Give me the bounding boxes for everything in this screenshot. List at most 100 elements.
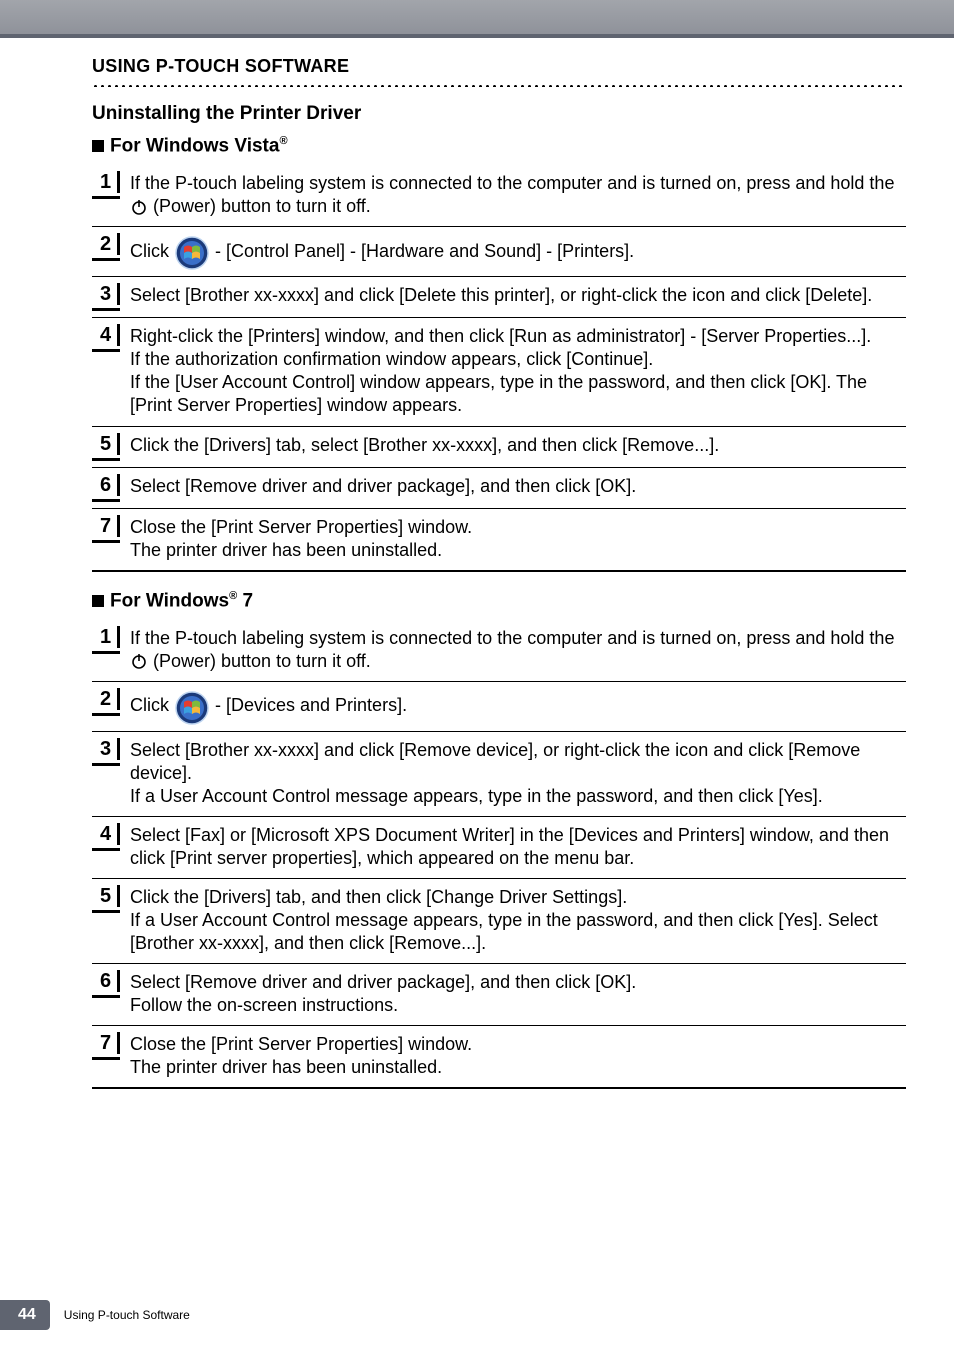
section-header: USING P-TOUCH SOFTWARE bbox=[92, 56, 906, 77]
step-number-label: 5 bbox=[100, 433, 111, 456]
step-number: 5 bbox=[92, 433, 130, 459]
vista-step-6: 6 Select [Remove driver and driver packa… bbox=[92, 468, 906, 509]
page-title: Uninstalling the Printer Driver bbox=[92, 103, 906, 125]
step-number-label: 4 bbox=[100, 823, 111, 846]
step-number: 1 bbox=[92, 171, 130, 197]
step-body: Click the [Drivers] tab, and then click … bbox=[130, 885, 906, 955]
header-band bbox=[0, 0, 954, 38]
step-number: 6 bbox=[92, 970, 130, 996]
step-number-label: 2 bbox=[100, 688, 111, 711]
step-text-prefix: Click bbox=[130, 240, 169, 263]
step-body: Click - [Control Panel] - [Hardware and … bbox=[130, 233, 906, 268]
step-body: Click the [Drivers] tab, select [Brother… bbox=[130, 433, 906, 457]
step-text: Select [Fax] or [Microsoft XPS Document … bbox=[130, 824, 906, 870]
win7-step-6: 6 Select [Remove driver and driver packa… bbox=[92, 964, 906, 1026]
step-text: Select [Brother xx-xxxx] and click [Dele… bbox=[130, 284, 906, 307]
step-number-label: 7 bbox=[100, 515, 111, 538]
bullet-square-icon bbox=[92, 140, 104, 152]
vista-step-4: 4 Right-click the [Printers] window, and… bbox=[92, 318, 906, 426]
step-body: Select [Fax] or [Microsoft XPS Document … bbox=[130, 823, 906, 870]
win7-step-4: 4 Select [Fax] or [Microsoft XPS Documen… bbox=[92, 817, 906, 879]
win7-heading-suffix: 7 bbox=[237, 590, 253, 611]
step-text: Select [Remove driver and driver package… bbox=[130, 971, 906, 1017]
step-text-a: If the P-touch labeling system is connec… bbox=[130, 173, 894, 193]
vista-step-3: 3 Select [Brother xx-xxxx] and click [De… bbox=[92, 277, 906, 318]
windows-start-icon bbox=[175, 236, 209, 270]
step-number-label: 3 bbox=[100, 738, 111, 761]
step-text: Close the [Print Server Properties] wind… bbox=[130, 1033, 906, 1079]
windows-start-icon bbox=[175, 691, 209, 725]
step-body: Select [Brother xx-xxxx] and click [Remo… bbox=[130, 738, 906, 808]
vista-step-1: 1 If the P-touch labeling system is conn… bbox=[92, 165, 906, 227]
step-body: If the P-touch labeling system is connec… bbox=[130, 626, 906, 673]
power-icon bbox=[130, 652, 148, 670]
step-text: Click the [Drivers] tab, select [Brother… bbox=[130, 434, 906, 457]
step-body: Close the [Print Server Properties] wind… bbox=[130, 1032, 906, 1079]
win7-step-7: 7 Close the [Print Server Properties] wi… bbox=[92, 1026, 906, 1089]
win7-step-1: 1 If the P-touch labeling system is conn… bbox=[92, 620, 906, 682]
dotted-rule bbox=[92, 83, 906, 87]
win7-section: For Windows® 7 1 If the P-touch labeling… bbox=[92, 590, 906, 1090]
vista-heading-text: For Windows Vista® bbox=[110, 135, 288, 157]
step-number: 2 bbox=[92, 688, 130, 714]
win7-step-5: 5 Click the [Drivers] tab, and then clic… bbox=[92, 879, 906, 964]
vista-step-7: 7 Close the [Print Server Properties] wi… bbox=[92, 509, 906, 572]
step-number-label: 5 bbox=[100, 885, 111, 908]
step-text-prefix: Click bbox=[130, 694, 169, 717]
page-number: 44 bbox=[0, 1300, 50, 1330]
step-number: 3 bbox=[92, 283, 130, 309]
bullet-square-icon bbox=[92, 595, 104, 607]
step-number: 3 bbox=[92, 738, 130, 764]
step-number-label: 1 bbox=[100, 171, 111, 194]
step-text-suffix: - [Devices and Printers]. bbox=[215, 694, 407, 717]
step-text: Close the [Print Server Properties] wind… bbox=[130, 516, 906, 562]
win7-heading-prefix: For Windows bbox=[110, 590, 229, 611]
vista-section: For Windows Vista® 1 If the P-touch labe… bbox=[92, 135, 906, 572]
step-body: Right-click the [Printers] window, and t… bbox=[130, 324, 906, 417]
step-number-label: 2 bbox=[100, 233, 111, 256]
step-text-suffix: - [Control Panel] - [Hardware and Sound]… bbox=[215, 240, 634, 263]
win7-heading: For Windows® 7 bbox=[92, 590, 906, 612]
step-body: Click - [Devices and Printers]. bbox=[130, 688, 906, 723]
step-text: Select [Brother xx-xxxx] and click [Remo… bbox=[130, 739, 906, 808]
step-number: 7 bbox=[92, 515, 130, 541]
page-content: USING P-TOUCH SOFTWARE Uninstalling the … bbox=[0, 38, 954, 1089]
step-text: Select [Remove driver and driver package… bbox=[130, 475, 906, 498]
vista-heading: For Windows Vista® bbox=[92, 135, 906, 157]
step-number: 5 bbox=[92, 885, 130, 911]
vista-step-5: 5 Click the [Drivers] tab, select [Broth… bbox=[92, 427, 906, 468]
step-text-b: (Power) button to turn it off. bbox=[153, 196, 371, 216]
step-body: Close the [Print Server Properties] wind… bbox=[130, 515, 906, 562]
step-body: Select [Remove driver and driver package… bbox=[130, 970, 906, 1017]
step-text-b: (Power) button to turn it off. bbox=[153, 651, 371, 671]
step-body: Select [Remove driver and driver package… bbox=[130, 474, 906, 498]
win7-step-3: 3 Select [Brother xx-xxxx] and click [Re… bbox=[92, 732, 906, 817]
vista-heading-prefix: For Windows Vista bbox=[110, 135, 279, 156]
win7-heading-sup: ® bbox=[229, 590, 237, 602]
step-number-label: 6 bbox=[100, 474, 111, 497]
step-number: 4 bbox=[92, 823, 130, 849]
step-number: 6 bbox=[92, 474, 130, 500]
step-text-a: If the P-touch labeling system is connec… bbox=[130, 628, 894, 648]
step-text: Right-click the [Printers] window, and t… bbox=[130, 325, 906, 417]
step-number: 4 bbox=[92, 324, 130, 350]
win7-step-2: 2 Click - [Devices and Printers]. bbox=[92, 682, 906, 732]
win7-heading-text: For Windows® 7 bbox=[110, 590, 253, 612]
step-body: Select [Brother xx-xxxx] and click [Dele… bbox=[130, 283, 906, 307]
step-number-label: 6 bbox=[100, 970, 111, 993]
vista-step-2: 2 Click - [Control Panel] - [Hardware an… bbox=[92, 227, 906, 277]
vista-heading-sup: ® bbox=[279, 135, 287, 147]
step-number-label: 7 bbox=[100, 1032, 111, 1055]
step-number-label: 4 bbox=[100, 324, 111, 347]
step-number: 1 bbox=[92, 626, 130, 652]
step-number-label: 1 bbox=[100, 626, 111, 649]
step-number: 7 bbox=[92, 1032, 130, 1058]
step-number: 2 bbox=[92, 233, 130, 259]
footer-text: Using P-touch Software bbox=[64, 1308, 190, 1322]
page-footer: 44 Using P-touch Software bbox=[0, 1300, 190, 1330]
section-header-block: USING P-TOUCH SOFTWARE bbox=[92, 56, 906, 87]
power-icon bbox=[130, 198, 148, 216]
step-number-label: 3 bbox=[100, 283, 111, 306]
step-text: Click the [Drivers] tab, and then click … bbox=[130, 886, 906, 955]
step-body: If the P-touch labeling system is connec… bbox=[130, 171, 906, 218]
